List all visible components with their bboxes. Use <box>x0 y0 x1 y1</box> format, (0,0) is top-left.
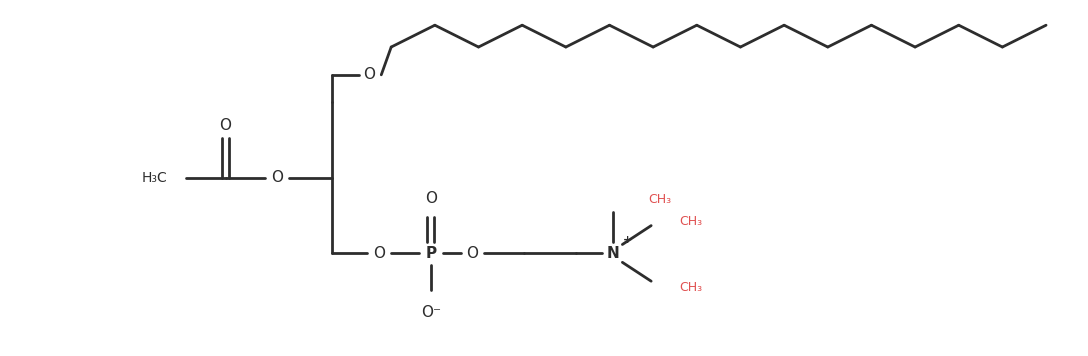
Text: O⁻: O⁻ <box>421 305 441 320</box>
Text: O: O <box>271 171 283 185</box>
Text: O: O <box>425 191 437 206</box>
Text: H₃C: H₃C <box>141 171 166 185</box>
Text: O: O <box>363 67 375 82</box>
Text: O: O <box>373 246 385 261</box>
Text: +: + <box>622 235 632 245</box>
Text: N: N <box>607 246 620 261</box>
Text: O: O <box>467 246 479 261</box>
Text: O: O <box>220 118 232 133</box>
Text: P: P <box>425 246 436 261</box>
Text: CH₃: CH₃ <box>679 281 702 294</box>
Text: CH₃: CH₃ <box>679 215 702 228</box>
Text: CH₃: CH₃ <box>648 193 671 206</box>
